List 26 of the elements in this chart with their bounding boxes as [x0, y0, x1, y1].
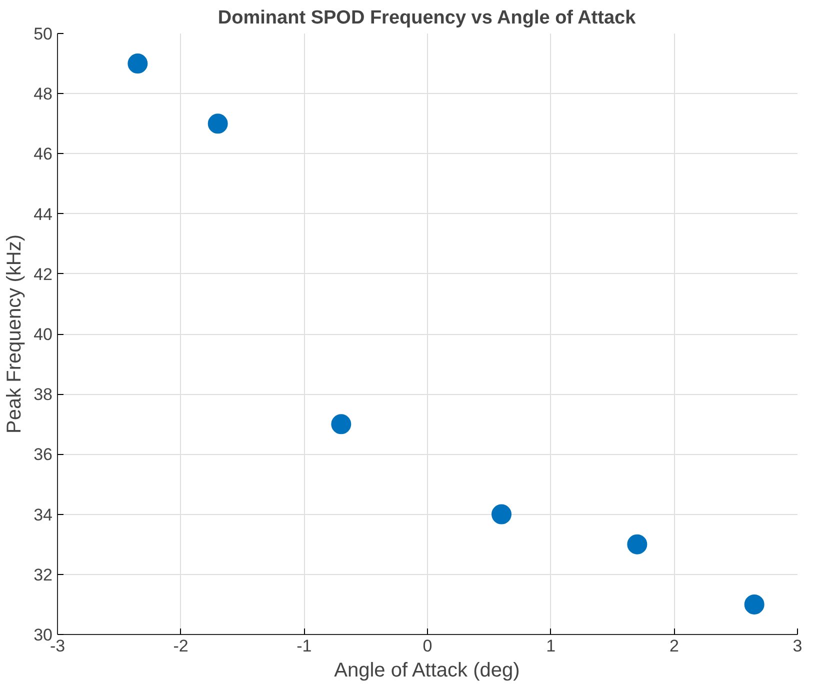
y-axis-title: Peak Frequency (kHz) — [4, 234, 26, 434]
point — [128, 54, 148, 74]
point — [627, 534, 648, 554]
point — [492, 504, 512, 524]
y-tick-label: 40 — [34, 325, 53, 344]
x-tick-label: 0 — [422, 636, 432, 656]
point — [744, 594, 764, 614]
y-tick-label: 30 — [34, 626, 53, 644]
y-tick-label: 50 — [34, 24, 53, 44]
x-tick-label: 3 — [792, 636, 802, 656]
y-tick-label: 46 — [34, 144, 53, 164]
y-tick-label: 36 — [34, 445, 53, 464]
x-axis-title: Angle of Attack (deg) — [334, 660, 520, 682]
x-tick-label: -1 — [296, 636, 312, 656]
y-tick-label: 48 — [34, 84, 53, 104]
x-tick-label: 1 — [546, 636, 556, 656]
point — [331, 414, 352, 434]
x-tick-label: 2 — [669, 636, 679, 656]
chart-title: Dominant SPOD Frequency vs Angle of Attack — [218, 8, 636, 28]
point — [208, 114, 228, 134]
x-tick-label: -2 — [173, 636, 188, 656]
y-tick-label: 38 — [34, 385, 53, 404]
y-tick-label: 32 — [34, 565, 53, 584]
y-tick-label: 44 — [34, 204, 53, 224]
y-tick-label: 34 — [34, 505, 53, 524]
y-tick-label: 42 — [34, 264, 53, 284]
